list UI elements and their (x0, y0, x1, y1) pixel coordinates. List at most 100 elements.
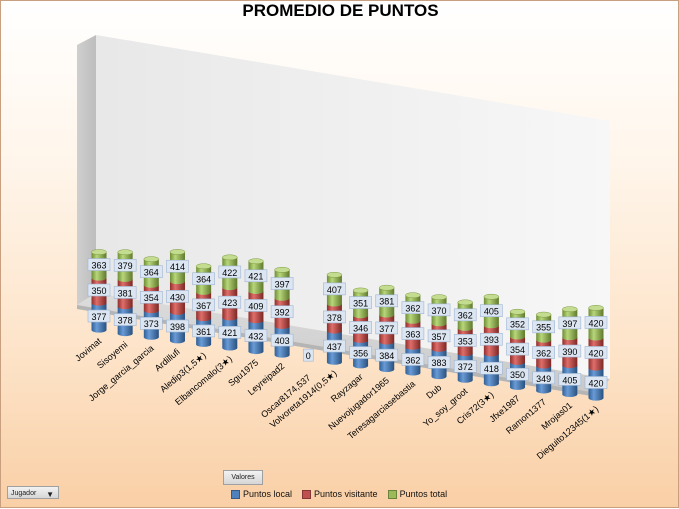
data-label-box (506, 367, 529, 381)
data-label-box (453, 360, 477, 373)
data-label-7-2: 397 (275, 279, 290, 289)
data-label-box (401, 353, 425, 366)
data-label-10-0: 356 (353, 348, 368, 358)
data-label-box (113, 313, 137, 326)
data-label-box (166, 290, 189, 303)
data-label-box (87, 283, 111, 297)
data-label-12-2: 362 (405, 304, 420, 314)
data-label-box (558, 373, 582, 386)
data-label-box (375, 294, 399, 308)
data-label-8-0: 0 (306, 351, 311, 361)
data-label-box (506, 317, 529, 331)
bar-segment-base (379, 339, 395, 345)
data-label-box (302, 348, 314, 362)
bar-segment-base (379, 312, 395, 318)
data-label-box (140, 317, 163, 330)
bar-segment-base (143, 334, 159, 340)
data-label-17-2: 355 (536, 323, 551, 333)
bar-segment-base (169, 309, 185, 315)
bar-segment-base (431, 321, 447, 327)
legend-swatch-visitante (302, 489, 312, 499)
data-label-box (323, 282, 346, 296)
bar-segment-base (91, 327, 107, 333)
data-label-13-0: 383 (432, 358, 447, 368)
values-field-button[interactable]: Valores (223, 470, 263, 485)
data-label-3-1: 430 (170, 292, 185, 302)
data-label-10-1: 346 (353, 323, 368, 333)
bar-segment-base (196, 315, 212, 322)
data-label-6-1: 409 (248, 301, 263, 311)
data-label-box (87, 309, 111, 323)
legend-swatch-local (231, 489, 240, 499)
data-label-18-1: 390 (562, 347, 577, 357)
data-label-box (166, 259, 189, 273)
data-label-15-1: 393 (484, 335, 499, 345)
data-label-box (375, 321, 399, 335)
bar-segment-base (143, 282, 159, 288)
bar-top-cap (274, 266, 290, 273)
bar-segment-base (222, 315, 238, 321)
bar-segment-base (169, 278, 185, 285)
data-label-2-1: 354 (144, 293, 159, 303)
data-label-12-1: 363 (405, 329, 420, 339)
data-label-box (244, 299, 268, 312)
data-label-0-0: 377 (91, 312, 106, 322)
data-label-box (427, 303, 451, 317)
data-label-box (140, 265, 163, 278)
bar-segment-base (379, 366, 395, 372)
bar-segment-base (457, 377, 473, 383)
data-label-box (558, 344, 582, 358)
bar-segment-base (169, 338, 185, 344)
data-label-5-2: 422 (222, 268, 237, 278)
data-label-16-2: 352 (510, 320, 525, 330)
data-label-11-2: 381 (379, 297, 394, 307)
bar-segment-base (248, 348, 264, 355)
x-tick-label-13: Dub (424, 382, 443, 400)
bar-segment-base (274, 323, 290, 329)
bar-segment-base (405, 370, 421, 376)
bar-segment-base (353, 337, 369, 343)
data-label-box (453, 334, 477, 347)
bar-segment-base (510, 359, 526, 365)
data-label-13-2: 370 (432, 306, 447, 316)
bar-segment-base (117, 276, 133, 282)
data-label-box (532, 320, 555, 334)
data-label-11-0: 384 (379, 351, 394, 361)
chevron-down-icon: ▼ (46, 490, 54, 499)
bar-segment-base (91, 275, 107, 281)
data-label-box (532, 346, 555, 359)
data-label-4-0: 361 (196, 327, 211, 337)
data-label-box (427, 329, 451, 343)
data-label-14-0: 372 (458, 362, 473, 372)
bar-top-cap (378, 284, 395, 291)
bar-segment-base (248, 288, 264, 294)
data-label-12-0: 362 (405, 355, 420, 365)
data-label-15-0: 418 (484, 364, 499, 374)
bar-segment-base (196, 289, 212, 295)
data-label-6-0: 432 (248, 331, 263, 341)
bar-top-cap (169, 249, 186, 255)
bar-top-cap (483, 293, 500, 300)
data-label-17-0: 349 (536, 374, 551, 384)
legend-item-visitante: Puntos visitante (302, 489, 378, 499)
data-label-11-1: 377 (379, 324, 394, 334)
data-label-16-1: 354 (510, 345, 525, 355)
bar-segment-base (117, 330, 133, 337)
chart-legend: Puntos local Puntos visitante Puntos tot… (231, 487, 457, 501)
legend-label-total: Puntos total (399, 489, 448, 499)
data-label-box (349, 346, 372, 359)
data-label-box (506, 342, 529, 356)
data-label-box (87, 258, 111, 271)
bar-top-cap (562, 306, 578, 313)
legend-item-total: Puntos total (387, 489, 448, 499)
data-label-box (113, 258, 137, 272)
jugador-filter-dropdown[interactable]: Jugador ▼ (7, 486, 59, 499)
bar-segment-base (536, 337, 552, 343)
bar-segment-base (536, 363, 552, 369)
data-label-box (166, 319, 189, 333)
chart-side-wall (77, 35, 96, 305)
jugador-filter-label: Jugador (11, 490, 37, 497)
data-label-box (192, 272, 215, 286)
data-label-box (323, 339, 346, 353)
